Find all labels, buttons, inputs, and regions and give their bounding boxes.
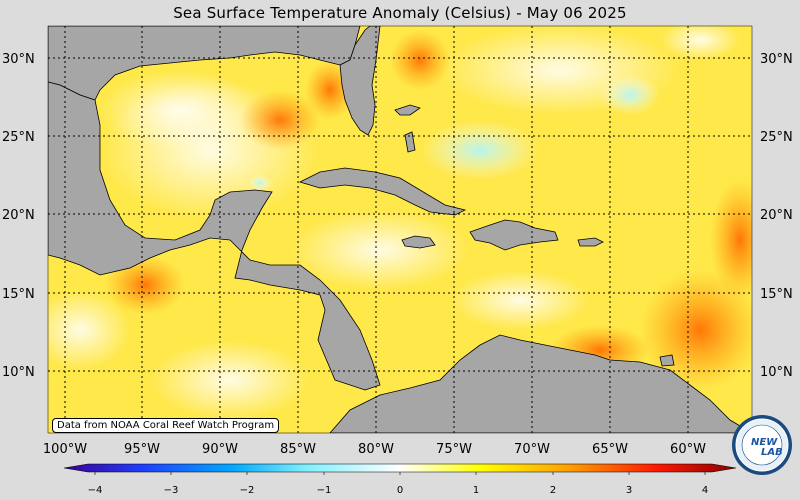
lon-labels: 100°W 95°W 90°W 85°W 80°W 75°W 70°W 65°W…: [43, 442, 706, 457]
lat-label: 25°N: [2, 130, 35, 145]
mexico-central-america: [48, 81, 381, 391]
lat-labels-right: 10°N 15°N 20°N 25°N 30°N: [760, 52, 793, 380]
map-title: Sea Surface Temperature Anomaly (Celsius…: [173, 4, 627, 22]
land: [48, 26, 752, 433]
colorbar-bar: [63, 463, 737, 473]
lon-label: 60°W: [670, 442, 706, 457]
colorbar-tick-label: 4: [702, 485, 708, 496]
lon-label: 75°W: [436, 442, 472, 457]
map-area: [48, 26, 752, 433]
lon-label: 100°W: [43, 442, 87, 457]
lat-label: 10°N: [2, 365, 35, 380]
lon-label: 85°W: [280, 442, 316, 457]
graticule: [48, 26, 752, 433]
colorbar-ticks: [94, 472, 706, 475]
lon-label: 70°W: [514, 442, 550, 457]
logo-text-top: NEW: [751, 437, 778, 448]
lon-label: 80°W: [358, 442, 394, 457]
lat-label: 15°N: [2, 287, 35, 302]
bahamas: [394, 104, 421, 116]
cuba: [298, 167, 467, 216]
colorbar-tick-label: −2: [240, 485, 255, 496]
hispaniola: [469, 219, 559, 251]
jamaica: [401, 235, 436, 249]
lat-label: 25°N: [760, 130, 793, 145]
lat-label: 30°N: [760, 52, 793, 67]
florida: [339, 26, 381, 136]
lon-label: 65°W: [592, 442, 628, 457]
puerto-rico: [577, 237, 604, 247]
lon-label: 90°W: [202, 442, 238, 457]
colorbar-tick-label: −4: [88, 485, 103, 496]
lon-label: 95°W: [124, 442, 160, 457]
newlab-logo-icon: NEW LAB: [732, 415, 792, 475]
colorbar-tick-label: −1: [317, 485, 332, 496]
colorbar-tick-label: 1: [473, 485, 479, 496]
lat-labels-left: 10°N 15°N 20°N 25°N 30°N: [2, 52, 35, 380]
south-america: [329, 334, 752, 433]
colorbar-tick-label: −3: [164, 485, 179, 496]
map-frame: [47, 25, 753, 434]
lat-label: 30°N: [2, 52, 35, 67]
lat-label: 20°N: [2, 208, 35, 223]
lat-label: 15°N: [760, 287, 793, 302]
logo-text-bottom: LAB: [761, 447, 783, 458]
lat-label: 20°N: [760, 208, 793, 223]
colorbar-tick-label: 2: [550, 485, 556, 496]
colorbar: −4 −3 −2 −1 0 1 2 3 4: [63, 463, 737, 496]
anomaly-field: [48, 26, 752, 420]
colorbar-tick-label: 0: [397, 485, 403, 496]
colorbar-tick-label: 3: [626, 485, 632, 496]
data-credit-box: Data from NOAA Coral Reef Watch Program: [52, 418, 280, 433]
lat-label: 10°N: [760, 365, 793, 380]
